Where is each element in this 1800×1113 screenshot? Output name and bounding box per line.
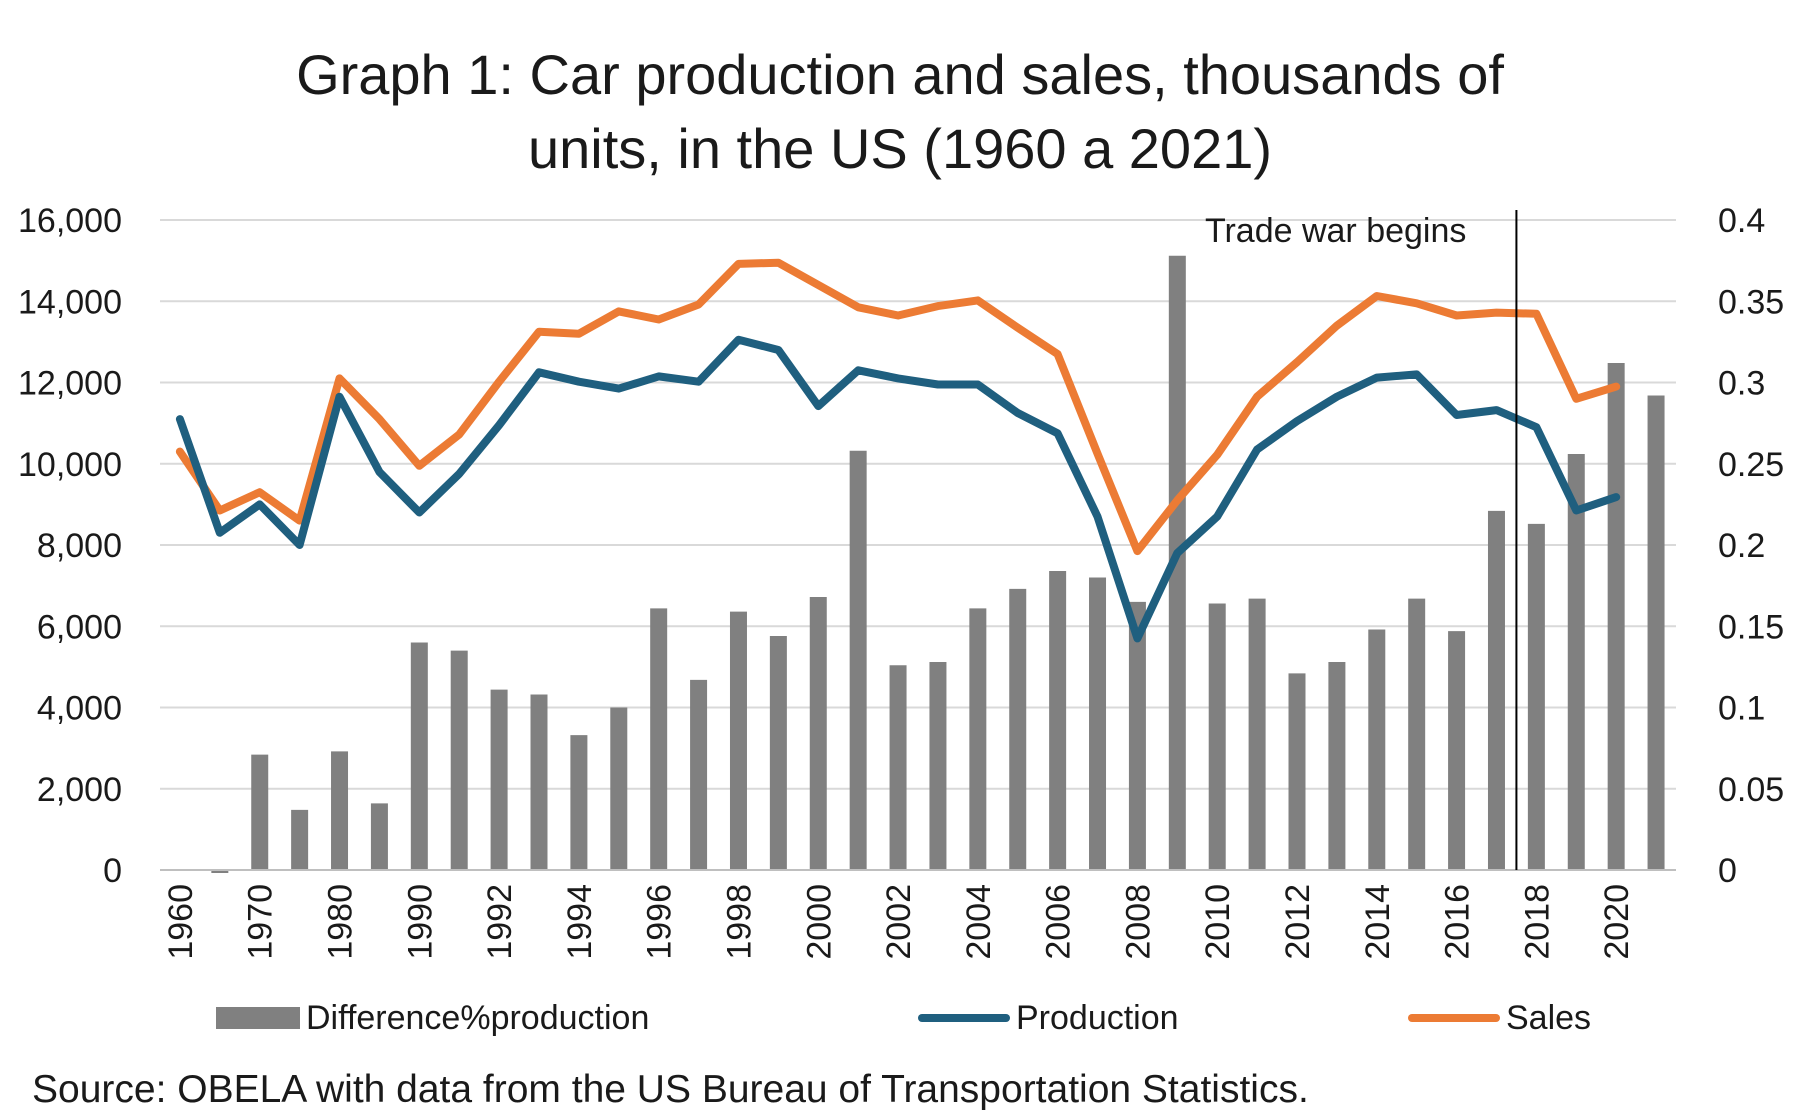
difference-bar — [849, 450, 867, 870]
x-tick-label: 2010 — [1199, 884, 1237, 960]
y-right-tick-label: 0.25 — [1718, 446, 1784, 484]
difference-bar — [410, 642, 428, 870]
combo-chart: 0 0 2,000 0.05 4,000 0.1 6,000 0.15 8,000 0.2 10,0… — [18, 202, 1784, 960]
y-right-tick-label: 0.3 — [1718, 365, 1765, 403]
y-left-tick-label: 4,000 — [37, 690, 122, 728]
chart-title-line-2: units, in the US (1960 a 2021) — [527, 117, 1273, 180]
y-left-tick-label: 2,000 — [37, 771, 122, 809]
difference-bar — [1288, 673, 1306, 870]
difference-bar — [650, 608, 668, 870]
difference-bar — [530, 694, 548, 870]
difference-bar — [1527, 523, 1545, 870]
source-note: Source: OBELA with data from the US Bure… — [32, 1068, 1309, 1111]
chart-title-line-1: Graph 1: Car production and sales, thous… — [296, 43, 1504, 106]
difference-bar — [1089, 577, 1107, 870]
legend-item-production: Production — [918, 996, 1179, 1040]
x-tick-label: 1980 — [322, 884, 360, 960]
axes: 0 0 2,000 0.05 4,000 0.1 6,000 0.15 8,000 0.2 10,0… — [18, 202, 1784, 960]
series-lines — [175, 258, 1621, 643]
difference-bar — [729, 611, 747, 870]
difference-bar — [1408, 598, 1426, 870]
x-tick-label: 2020 — [1598, 884, 1636, 960]
y-left-tick-label: 8,000 — [37, 527, 122, 565]
difference-bar — [1487, 510, 1505, 870]
difference-bar — [969, 608, 987, 870]
x-tick-label: 1994 — [561, 884, 599, 960]
x-tick-label: 2016 — [1439, 884, 1477, 960]
x-tick-label: 2018 — [1518, 884, 1556, 960]
difference-bar — [929, 662, 947, 870]
y-left-tick-label: 6,000 — [37, 608, 122, 646]
x-tick-label: 2012 — [1279, 884, 1317, 960]
trade-war-label: Trade war begins — [1205, 212, 1466, 250]
legend-sales-swatch — [1408, 1014, 1500, 1022]
annotation: Trade war begins — [1205, 210, 1518, 870]
sales-line — [175, 258, 1621, 556]
legend: Difference%production Production Sales — [0, 996, 1800, 1040]
legend-item-sales: Sales — [1408, 996, 1591, 1040]
difference-bar — [291, 809, 309, 870]
x-tick-label: 1990 — [401, 884, 439, 960]
difference-bar — [1168, 255, 1186, 870]
difference-bar — [1647, 395, 1665, 870]
difference-bar — [251, 754, 269, 870]
x-tick-label: 1996 — [641, 884, 679, 960]
difference-bar — [370, 803, 388, 870]
difference-bar — [331, 751, 349, 870]
difference-bar — [570, 735, 588, 870]
difference-bar — [1607, 363, 1625, 870]
x-tick-label: 1970 — [242, 884, 280, 960]
y-right-tick-label: 0 — [1718, 852, 1737, 890]
difference-bar — [610, 707, 628, 870]
x-tick-label: 2006 — [1040, 884, 1078, 960]
difference-bar — [1328, 662, 1346, 870]
x-tick-label: 1960 — [162, 884, 200, 960]
difference-bar — [769, 636, 787, 870]
x-tick-label: 2008 — [1119, 884, 1157, 960]
difference-bar — [1049, 571, 1067, 870]
y-right-tick-label: 0.2 — [1718, 527, 1765, 565]
difference-bar — [1368, 629, 1386, 870]
y-left-tick-label: 16,000 — [18, 202, 122, 240]
legend-bar-swatch — [216, 1007, 300, 1029]
difference-bar — [490, 689, 508, 870]
difference-bar — [1128, 601, 1146, 870]
legend-production-swatch — [918, 1014, 1010, 1022]
production-line — [175, 335, 1621, 643]
x-tick-label: 1998 — [720, 884, 758, 960]
difference-bar — [1248, 598, 1266, 870]
x-tick-label: 1992 — [481, 884, 519, 960]
legend-label-sales: Sales — [1506, 998, 1592, 1037]
difference-bar — [809, 597, 827, 870]
x-tick-label: 2002 — [880, 884, 918, 960]
y-left-tick-label: 12,000 — [18, 365, 122, 403]
x-tick-label: 2004 — [960, 884, 998, 960]
x-tick-label: 2000 — [800, 884, 838, 960]
difference-bar — [690, 679, 708, 870]
y-left-tick-label: 0 — [103, 852, 122, 890]
difference-bar — [1208, 603, 1226, 870]
y-left-tick-label: 10,000 — [18, 446, 122, 484]
legend-label-production: Production — [1016, 998, 1179, 1037]
y-right-tick-label: 0.4 — [1718, 202, 1765, 240]
difference-bar — [450, 650, 468, 870]
difference-bar — [889, 665, 907, 870]
x-tick-label: 2014 — [1359, 884, 1397, 960]
y-right-tick-label: 0.15 — [1718, 608, 1784, 646]
legend-label-difference: Difference%production — [306, 998, 650, 1037]
y-left-tick-label: 14,000 — [18, 283, 122, 321]
difference-bar — [1448, 631, 1466, 870]
chart-title: Graph 1: Car production and sales, thous… — [0, 38, 1800, 186]
y-right-tick-label: 0.1 — [1718, 690, 1765, 728]
y-right-tick-label: 0.35 — [1718, 283, 1784, 321]
difference-bar — [1567, 454, 1585, 870]
legend-item-difference: Difference%production — [216, 996, 649, 1040]
y-right-tick-label: 0.05 — [1718, 771, 1784, 809]
difference-bars — [211, 255, 1665, 873]
difference-bar — [211, 870, 229, 873]
difference-bar — [1009, 588, 1027, 870]
